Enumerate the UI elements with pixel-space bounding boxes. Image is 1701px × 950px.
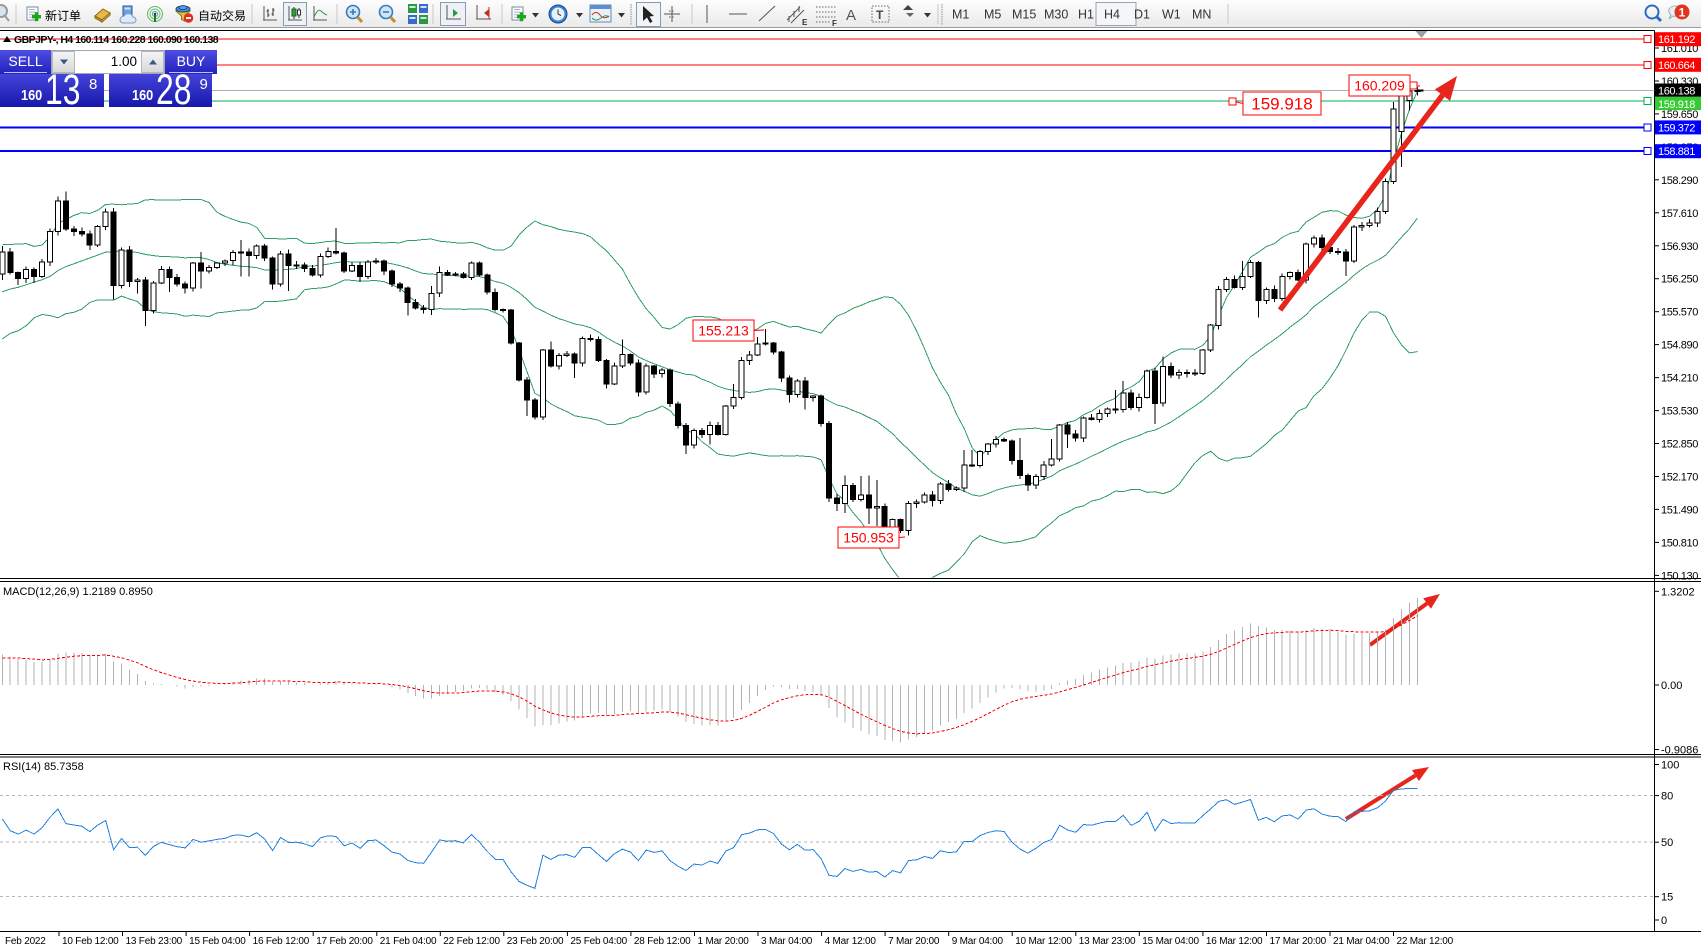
svg-text:15: 15 xyxy=(1661,892,1673,904)
svg-text:1: 1 xyxy=(1679,6,1686,20)
svg-text:152.850: 152.850 xyxy=(1661,439,1698,451)
svg-text:MACD(12,26,9) 1.2189 0.8950: MACD(12,26,9) 1.2189 0.8950 xyxy=(3,586,153,598)
svg-text:1.3202: 1.3202 xyxy=(1661,586,1695,598)
svg-text:9 Mar 04:00: 9 Mar 04:00 xyxy=(952,936,1004,947)
svg-text:M30: M30 xyxy=(1044,8,1068,22)
svg-text:160.138: 160.138 xyxy=(1658,86,1695,98)
svg-text:15 Mar 04:00: 15 Mar 04:00 xyxy=(1142,936,1199,947)
svg-text:M5: M5 xyxy=(984,8,1001,22)
svg-text:7 Mar 20:00: 7 Mar 20:00 xyxy=(888,936,940,947)
svg-text:28 Feb 12:00: 28 Feb 12:00 xyxy=(634,936,691,947)
svg-text:156.930: 156.930 xyxy=(1661,241,1698,253)
svg-text:160.664: 160.664 xyxy=(1658,60,1695,72)
svg-text:156.250: 156.250 xyxy=(1661,274,1698,286)
svg-text:A: A xyxy=(846,7,856,24)
svg-text:M15: M15 xyxy=(1012,8,1036,22)
svg-text:D1: D1 xyxy=(1134,8,1150,22)
svg-text:25 Feb 04:00: 25 Feb 04:00 xyxy=(570,936,627,947)
svg-text:154.210: 154.210 xyxy=(1661,373,1698,385)
svg-text:16 Mar 12:00: 16 Mar 12:00 xyxy=(1206,936,1263,947)
svg-text:155.213: 155.213 xyxy=(698,323,749,339)
svg-text:1 Mar 20:00: 1 Mar 20:00 xyxy=(698,936,750,947)
svg-text:0: 0 xyxy=(1661,915,1667,927)
svg-text:155.570: 155.570 xyxy=(1661,307,1698,319)
svg-text:RSI(14) 85.7358: RSI(14) 85.7358 xyxy=(3,761,84,773)
svg-text:16 Feb 12:00: 16 Feb 12:00 xyxy=(253,936,310,947)
svg-text:50: 50 xyxy=(1661,837,1673,849)
svg-text:MN: MN xyxy=(1192,8,1211,22)
svg-text:21 Mar 04:00: 21 Mar 04:00 xyxy=(1333,936,1390,947)
svg-text:3 Mar 04:00: 3 Mar 04:00 xyxy=(761,936,813,947)
svg-text:154.890: 154.890 xyxy=(1661,340,1698,352)
svg-text:10 Mar 12:00: 10 Mar 12:00 xyxy=(1015,936,1072,947)
svg-text:4 Mar 12:00: 4 Mar 12:00 xyxy=(825,936,877,947)
svg-text:17 Mar 20:00: 17 Mar 20:00 xyxy=(1270,936,1327,947)
svg-text:158.881: 158.881 xyxy=(1658,146,1695,158)
svg-text:150.953: 150.953 xyxy=(843,530,894,546)
svg-text:161.192: 161.192 xyxy=(1658,34,1695,46)
svg-text:10 Feb 12:00: 10 Feb 12:00 xyxy=(62,936,119,947)
svg-text:100: 100 xyxy=(1661,760,1679,772)
svg-text:80: 80 xyxy=(1661,791,1673,803)
svg-text:151.490: 151.490 xyxy=(1661,504,1698,516)
svg-text:15 Feb 04:00: 15 Feb 04:00 xyxy=(189,936,246,947)
svg-text:M1: M1 xyxy=(952,8,969,22)
svg-text:153.530: 153.530 xyxy=(1661,406,1698,418)
svg-text:17 Feb 20:00: 17 Feb 20:00 xyxy=(316,936,373,947)
svg-text:0.00: 0.00 xyxy=(1661,680,1682,692)
svg-text:W1: W1 xyxy=(1162,8,1181,22)
svg-text:13 Feb 23:00: 13 Feb 23:00 xyxy=(126,936,183,947)
svg-text:159.918: 159.918 xyxy=(1658,99,1695,111)
svg-text:150.810: 150.810 xyxy=(1661,537,1698,549)
svg-text:159.650: 159.650 xyxy=(1661,109,1698,121)
svg-text:150.130: 150.130 xyxy=(1661,570,1698,582)
svg-text:E: E xyxy=(802,18,808,27)
svg-text:T: T xyxy=(876,8,884,22)
svg-text:21 Feb 04:00: 21 Feb 04:00 xyxy=(380,936,437,947)
svg-text:158.290: 158.290 xyxy=(1661,175,1698,187)
svg-text:22 Feb 12:00: 22 Feb 12:00 xyxy=(443,936,500,947)
svg-text:F: F xyxy=(832,19,837,28)
svg-text:-0.9086: -0.9086 xyxy=(1661,745,1698,757)
svg-text:157.610: 157.610 xyxy=(1661,208,1698,220)
svg-text:152.170: 152.170 xyxy=(1661,472,1698,484)
svg-text:GBPJPY-, H4 160.114 160.228 1: GBPJPY-, H4 160.114 160.228 160.090 160.… xyxy=(14,34,219,46)
svg-text:Feb 2022: Feb 2022 xyxy=(5,936,46,947)
svg-text:22 Mar 12:00: 22 Mar 12:00 xyxy=(1397,936,1454,947)
svg-text:160.209: 160.209 xyxy=(1354,78,1405,94)
svg-text:159.372: 159.372 xyxy=(1658,122,1695,134)
svg-text:23 Feb 20:00: 23 Feb 20:00 xyxy=(507,936,564,947)
svg-text:13 Mar 23:00: 13 Mar 23:00 xyxy=(1079,936,1136,947)
svg-text:H1: H1 xyxy=(1078,8,1094,22)
svg-text:159.918: 159.918 xyxy=(1251,95,1312,114)
svg-text:H4: H4 xyxy=(1104,8,1120,22)
